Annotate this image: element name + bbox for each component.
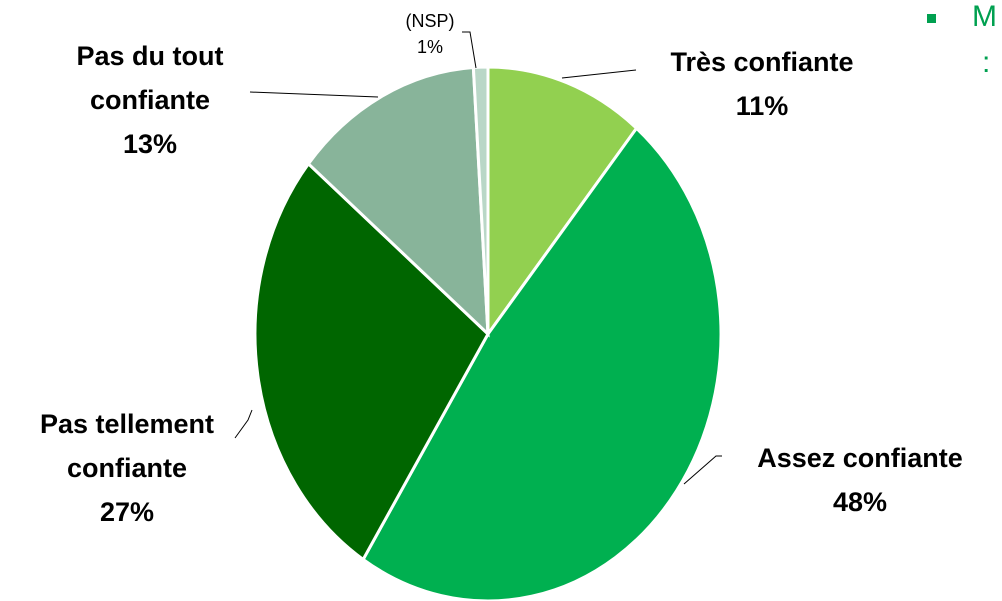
leader-line bbox=[683, 455, 722, 485]
slice-label: Assez confiante 48% bbox=[710, 436, 1002, 524]
pie-slice bbox=[471, 65, 490, 335]
slice-label: Très confiante 11% bbox=[632, 40, 892, 128]
side-text: : bbox=[982, 46, 991, 79]
leader-line bbox=[561, 69, 637, 79]
category-label: Pas du tout confiante bbox=[76, 41, 224, 115]
pie-slice bbox=[486, 65, 639, 339]
value-label: 48% bbox=[832, 487, 888, 517]
value-label: 13% bbox=[122, 129, 178, 159]
category-label: Pas tellement confiante bbox=[39, 409, 215, 483]
value-label: 11% bbox=[735, 91, 789, 121]
slice-label: Pas tellement confiante 27% bbox=[12, 402, 242, 534]
category-label: Très confiante bbox=[670, 47, 854, 77]
leader-line bbox=[234, 409, 253, 439]
leader-lines bbox=[234, 31, 722, 485]
side-text: M bbox=[972, 0, 997, 33]
leader-line bbox=[249, 91, 379, 98]
value-label: 1% bbox=[416, 37, 443, 57]
category-label: (NSP) bbox=[405, 11, 455, 31]
leader-line bbox=[462, 31, 477, 69]
pie-slice bbox=[306, 65, 490, 338]
category-label: Assez confiante bbox=[757, 443, 963, 473]
pie-slice bbox=[253, 161, 490, 562]
slice-label: Pas du tout confiante 13% bbox=[50, 34, 250, 166]
bullet bbox=[927, 14, 936, 23]
pie-slice bbox=[361, 126, 723, 601]
pie bbox=[253, 65, 723, 601]
slice-label: (NSP) 1% bbox=[395, 8, 465, 60]
value-label: 27% bbox=[99, 497, 155, 527]
